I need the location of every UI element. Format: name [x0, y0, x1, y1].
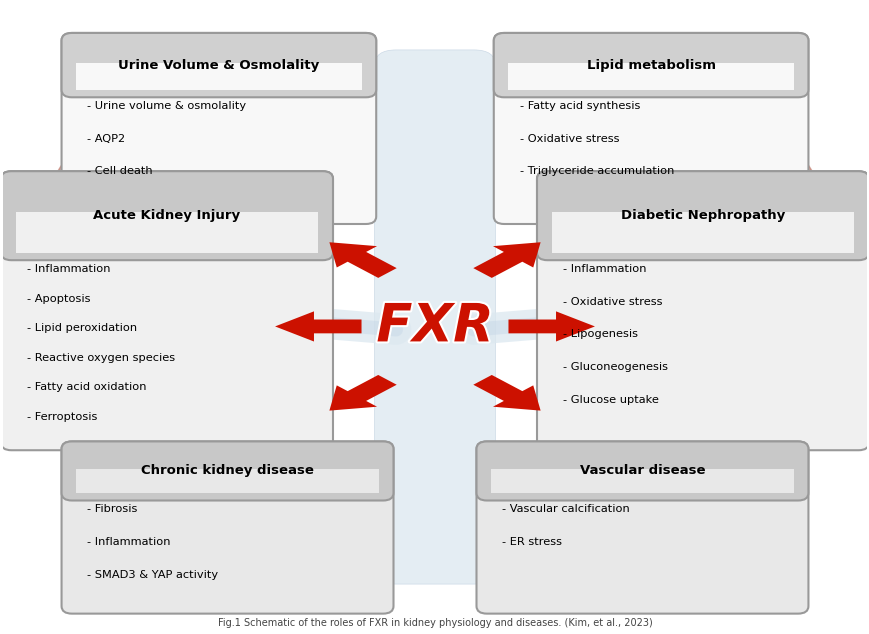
Ellipse shape: [608, 156, 779, 415]
FancyBboxPatch shape: [76, 469, 378, 493]
Text: - Gluconeogenesis: - Gluconeogenesis: [562, 362, 667, 372]
Polygon shape: [329, 375, 396, 411]
FancyBboxPatch shape: [536, 171, 868, 260]
Polygon shape: [473, 242, 540, 278]
Text: - Vascular calcification: - Vascular calcification: [502, 504, 629, 514]
FancyBboxPatch shape: [476, 441, 807, 500]
Text: - Urine volume & osmolality: - Urine volume & osmolality: [88, 101, 246, 111]
FancyBboxPatch shape: [62, 33, 375, 224]
Ellipse shape: [90, 156, 261, 415]
Text: - Ferroptosis: - Ferroptosis: [27, 412, 97, 422]
Ellipse shape: [555, 126, 832, 508]
Text: - Inflammation: - Inflammation: [562, 264, 646, 274]
Polygon shape: [473, 375, 540, 411]
FancyBboxPatch shape: [494, 33, 807, 97]
Text: Acute Kidney Injury: Acute Kidney Injury: [93, 209, 241, 222]
Text: - Fibrosis: - Fibrosis: [88, 504, 137, 514]
FancyBboxPatch shape: [494, 33, 807, 224]
FancyBboxPatch shape: [536, 171, 868, 450]
Text: - Fatty acid synthesis: - Fatty acid synthesis: [519, 101, 640, 111]
Text: - AQP2: - AQP2: [88, 134, 125, 144]
Text: - Fatty acid oxidation: - Fatty acid oxidation: [27, 382, 146, 392]
FancyBboxPatch shape: [507, 63, 793, 90]
FancyBboxPatch shape: [62, 441, 393, 500]
FancyBboxPatch shape: [476, 441, 807, 614]
Text: Vascular disease: Vascular disease: [579, 465, 705, 477]
Text: Urine Volume & Osmolality: Urine Volume & Osmolality: [118, 58, 319, 72]
Text: - Cell death: - Cell death: [88, 166, 153, 176]
Text: - Apoptosis: - Apoptosis: [27, 294, 90, 304]
FancyBboxPatch shape: [62, 441, 393, 614]
Text: - Lipogenesis: - Lipogenesis: [562, 329, 637, 339]
Text: - SMAD3 & YAP activity: - SMAD3 & YAP activity: [88, 569, 218, 579]
Text: - Oxidative stress: - Oxidative stress: [519, 134, 619, 144]
Text: - Inflammation: - Inflammation: [27, 264, 110, 274]
Polygon shape: [329, 242, 396, 278]
Text: - Inflammation: - Inflammation: [88, 537, 171, 547]
Text: Fig.1 Schematic of the roles of FXR in kidney physiology and diseases. (Kim, et : Fig.1 Schematic of the roles of FXR in k…: [217, 618, 652, 628]
FancyBboxPatch shape: [1, 171, 333, 450]
FancyBboxPatch shape: [76, 63, 362, 90]
Text: - Oxidative stress: - Oxidative stress: [562, 297, 661, 307]
Text: Diabetic Nephropathy: Diabetic Nephropathy: [620, 209, 784, 222]
FancyBboxPatch shape: [16, 212, 318, 252]
Text: - Glucose uptake: - Glucose uptake: [562, 395, 658, 404]
Text: FXR: FXR: [376, 301, 493, 353]
Text: Chronic kidney disease: Chronic kidney disease: [141, 465, 314, 477]
FancyBboxPatch shape: [491, 469, 793, 493]
Text: - Reactive oxygen species: - Reactive oxygen species: [27, 353, 175, 363]
Text: - ER stress: - ER stress: [502, 537, 561, 547]
FancyBboxPatch shape: [551, 212, 853, 252]
Text: - Triglyceride accumulation: - Triglyceride accumulation: [519, 166, 673, 176]
Text: Lipid metabolism: Lipid metabolism: [586, 58, 715, 72]
FancyBboxPatch shape: [374, 50, 495, 584]
FancyBboxPatch shape: [1, 171, 333, 260]
Polygon shape: [507, 311, 594, 342]
Polygon shape: [275, 311, 362, 342]
Ellipse shape: [37, 126, 314, 508]
Text: - Lipid peroxidation: - Lipid peroxidation: [27, 323, 137, 333]
FancyBboxPatch shape: [62, 33, 375, 97]
